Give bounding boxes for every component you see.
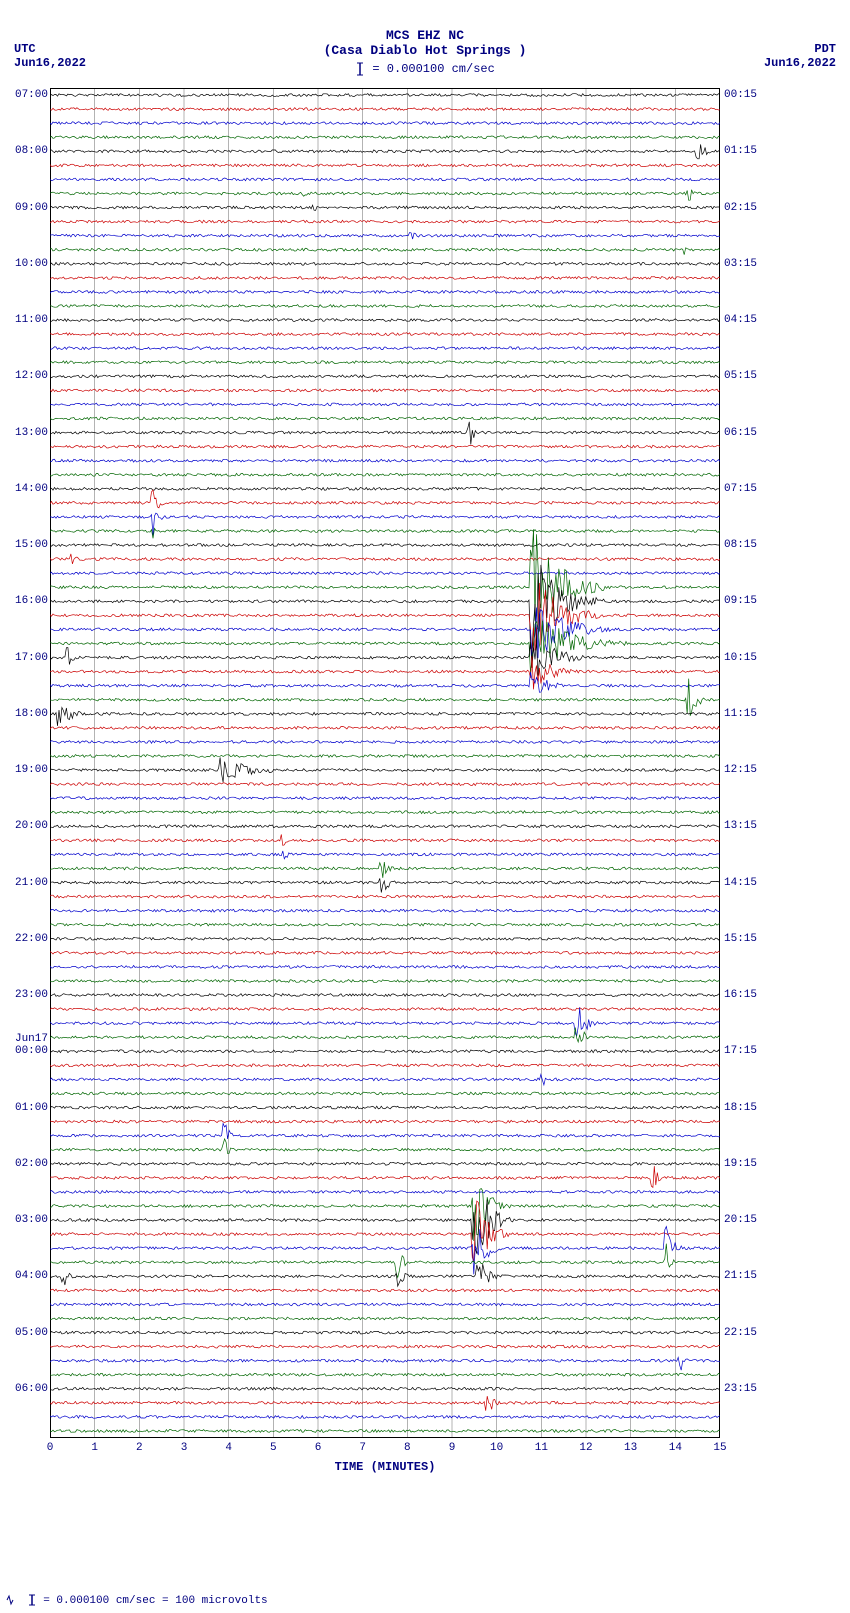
left-time-label: 19:00 xyxy=(4,764,48,776)
left-time-label: 11:00 xyxy=(4,314,48,326)
right-time-label: 16:15 xyxy=(724,989,784,1001)
x-tick-label: 14 xyxy=(665,1442,685,1454)
x-tick-label: 4 xyxy=(219,1442,239,1454)
x-tick-label: 10 xyxy=(487,1442,507,1454)
right-time-label: 06:15 xyxy=(724,427,784,439)
left-time-label: 17:00 xyxy=(4,652,48,664)
left-time-label: 05:00 xyxy=(4,1327,48,1339)
right-time-label: 11:15 xyxy=(724,708,784,720)
left-time-label: 04:00 xyxy=(4,1270,48,1282)
right-time-label: 12:15 xyxy=(724,764,784,776)
seismogram-page: UTC Jun16,2022 PDT Jun16,2022 MCS EHZ NC… xyxy=(0,0,850,1613)
x-tick-label: 13 xyxy=(621,1442,641,1454)
left-time-label: 01:00 xyxy=(4,1102,48,1114)
right-time-label: 18:15 xyxy=(724,1102,784,1114)
x-tick-label: 12 xyxy=(576,1442,596,1454)
right-time-label: 04:15 xyxy=(724,314,784,326)
left-time-label: 14:00 xyxy=(4,483,48,495)
x-axis-title: TIME (MINUTES) xyxy=(50,1460,720,1474)
x-tick-label: 1 xyxy=(85,1442,105,1454)
date-left-label: Jun16,2022 xyxy=(14,56,86,70)
x-tick-label: 11 xyxy=(531,1442,551,1454)
date-right-label: Jun16,2022 xyxy=(764,56,836,70)
right-time-label: 10:15 xyxy=(724,652,784,664)
left-time-label: 08:00 xyxy=(4,145,48,157)
x-tick-label: 9 xyxy=(442,1442,462,1454)
tz-left-label: UTC xyxy=(14,42,36,56)
location-title: (Casa Diablo Hot Springs ) xyxy=(0,43,850,58)
day-rollover-label: Jun17 xyxy=(8,1033,48,1045)
left-time-label: 07:00 xyxy=(4,89,48,101)
right-time-label: 03:15 xyxy=(724,258,784,270)
station-title: MCS EHZ NC xyxy=(0,0,850,43)
right-time-label: 17:15 xyxy=(724,1045,784,1057)
right-time-label: 02:15 xyxy=(724,202,784,214)
right-time-label: 21:15 xyxy=(724,1270,784,1282)
scale-bar-icon xyxy=(355,62,365,76)
left-time-label: 15:00 xyxy=(4,539,48,551)
x-tick-label: 8 xyxy=(397,1442,417,1454)
x-tick-label: 7 xyxy=(353,1442,373,1454)
left-time-label: 20:00 xyxy=(4,820,48,832)
left-time-label: 09:00 xyxy=(4,202,48,214)
left-time-label: 22:00 xyxy=(4,933,48,945)
right-time-label: 09:15 xyxy=(724,595,784,607)
scale-header: = 0.000100 cm/sec xyxy=(0,62,850,76)
left-time-label: 06:00 xyxy=(4,1383,48,1395)
left-time-label: 16:00 xyxy=(4,595,48,607)
left-time-label: 00:00 xyxy=(4,1045,48,1057)
x-tick-label: 6 xyxy=(308,1442,328,1454)
footer-scale-wave-icon xyxy=(6,1594,20,1606)
x-tick-label: 2 xyxy=(129,1442,149,1454)
left-time-label: 23:00 xyxy=(4,989,48,1001)
right-time-label: 05:15 xyxy=(724,370,784,382)
left-time-label: 13:00 xyxy=(4,427,48,439)
left-time-label: 02:00 xyxy=(4,1158,48,1170)
right-time-label: 08:15 xyxy=(724,539,784,551)
right-time-label: 07:15 xyxy=(724,483,784,495)
x-tick-label: 15 xyxy=(710,1442,730,1454)
right-time-label: 01:15 xyxy=(724,145,784,157)
x-tick-label: 0 xyxy=(40,1442,60,1454)
tz-right-label: PDT xyxy=(814,42,836,56)
right-time-label: 14:15 xyxy=(724,877,784,889)
footer-scale: = 0.000100 cm/sec = 100 microvolts xyxy=(6,1594,268,1607)
x-tick-label: 5 xyxy=(263,1442,283,1454)
helicorder-plot xyxy=(50,88,720,1438)
right-time-label: 22:15 xyxy=(724,1327,784,1339)
right-time-label: 00:15 xyxy=(724,89,784,101)
scale-text: = 0.000100 cm/sec xyxy=(372,62,494,76)
left-time-label: 18:00 xyxy=(4,708,48,720)
right-time-label: 23:15 xyxy=(724,1383,784,1395)
left-time-label: 12:00 xyxy=(4,370,48,382)
footer-scale-text: = 0.000100 cm/sec = 100 microvolts xyxy=(43,1595,267,1607)
x-tick-label: 3 xyxy=(174,1442,194,1454)
right-time-label: 15:15 xyxy=(724,933,784,945)
left-time-label: 10:00 xyxy=(4,258,48,270)
right-time-label: 19:15 xyxy=(724,1158,784,1170)
footer-scale-bar-icon xyxy=(27,1594,37,1606)
right-time-label: 13:15 xyxy=(724,820,784,832)
left-time-label: 03:00 xyxy=(4,1214,48,1226)
right-time-label: 20:15 xyxy=(724,1214,784,1226)
left-time-label: 21:00 xyxy=(4,877,48,889)
